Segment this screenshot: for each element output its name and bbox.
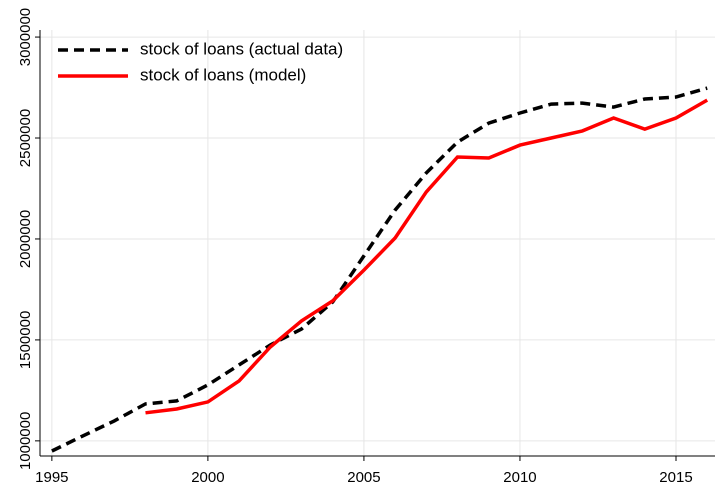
x-tick-label: 2015 <box>659 469 692 486</box>
x-tick-label: 2010 <box>503 469 536 486</box>
legend-label: stock of loans (model) <box>140 65 306 84</box>
y-tick-label: 1000000 <box>17 412 34 470</box>
y-tick-label: 1500000 <box>17 311 34 369</box>
y-tick-label: 3000000 <box>17 8 34 66</box>
x-tick-label: 2000 <box>191 469 224 486</box>
x-tick-label: 2005 <box>347 469 380 486</box>
legend-label: stock of loans (actual data) <box>140 39 343 58</box>
series-line <box>145 98 709 415</box>
x-tick-label: 1995 <box>35 469 68 486</box>
y-tick-label: 2000000 <box>17 210 34 268</box>
y-tick-label: 2500000 <box>17 109 34 167</box>
series-line <box>51 86 708 453</box>
